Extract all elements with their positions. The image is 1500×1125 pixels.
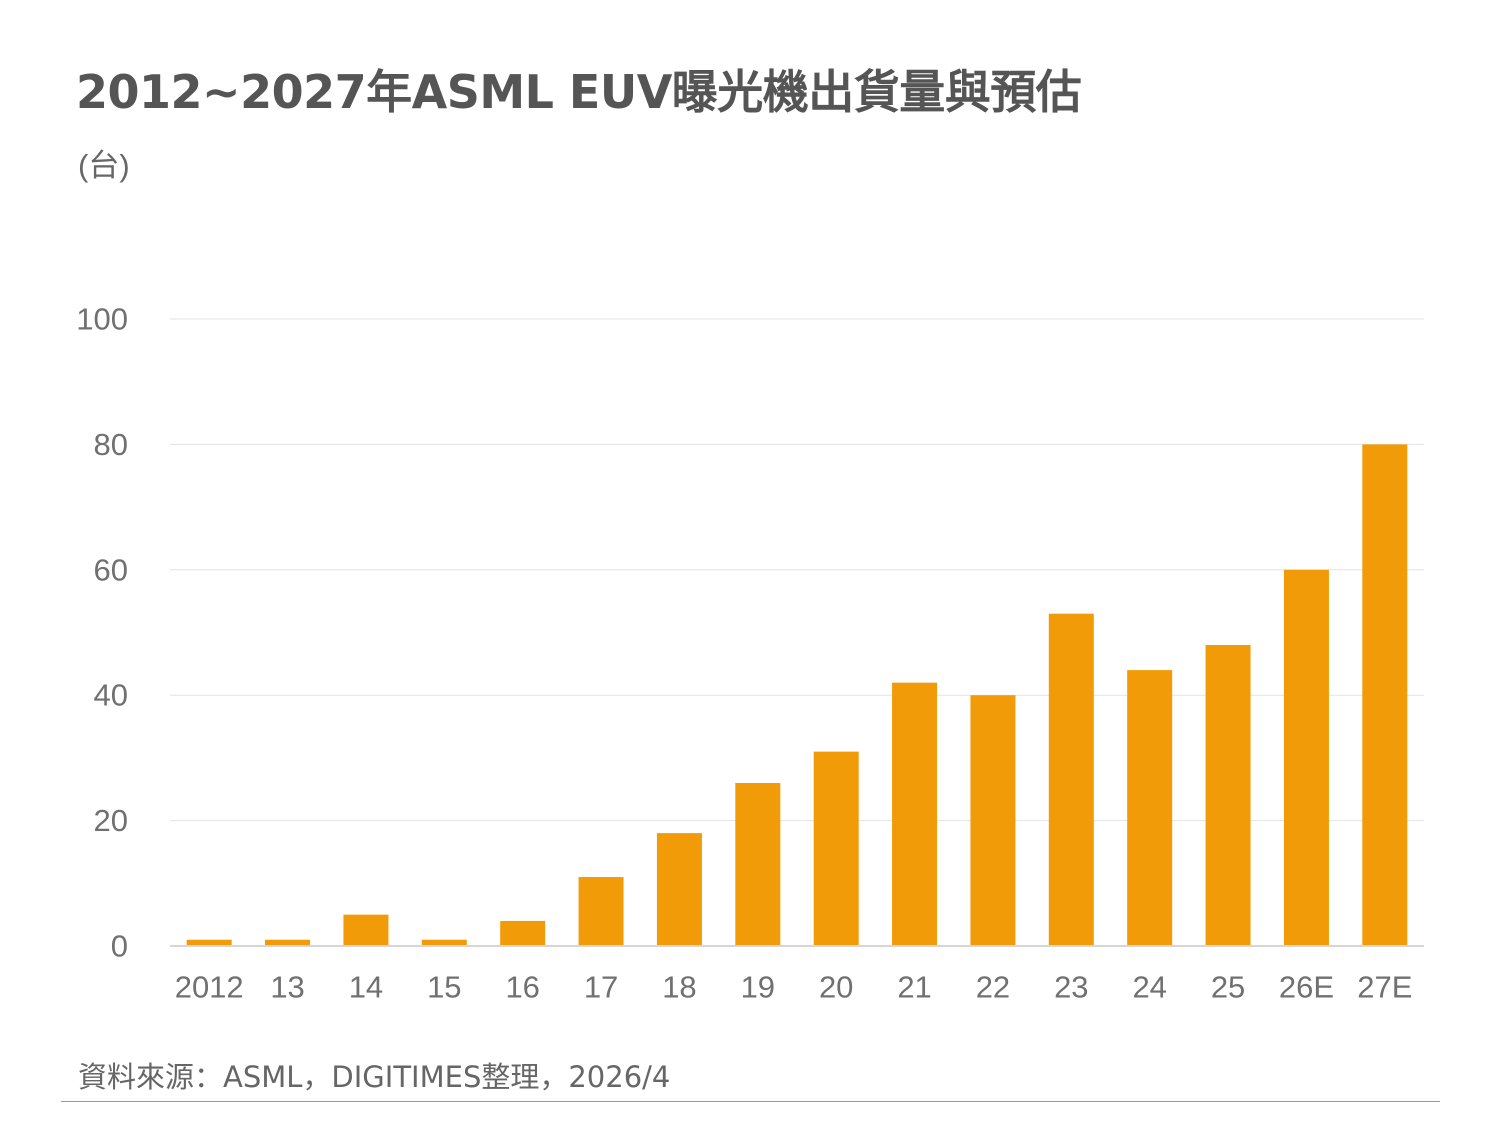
x-tick-label: 24 [1132, 970, 1166, 1005]
x-tick-label: 16 [505, 970, 539, 1005]
y-tick-label: 80 [94, 427, 128, 462]
bar-22 [970, 695, 1016, 946]
bar-17 [578, 877, 624, 946]
bar-2012 [186, 939, 232, 946]
x-tick-label: 15 [427, 970, 461, 1005]
bar-18 [656, 833, 702, 946]
y-tick-label: 20 [94, 803, 128, 838]
bar-25 [1205, 645, 1251, 946]
x-tick-label: 17 [584, 970, 618, 1005]
x-tick-label: 20 [819, 970, 853, 1005]
y-tick-label: 100 [76, 302, 128, 337]
bar-27E [1362, 444, 1408, 946]
bar-26E [1283, 569, 1329, 946]
x-tick-label: 14 [349, 970, 383, 1005]
x-tick-label: 22 [976, 970, 1010, 1005]
bar-16 [500, 920, 546, 946]
bar-15 [421, 939, 467, 946]
bar-20 [813, 751, 859, 946]
y-axis-unit-label: (台) [78, 148, 130, 183]
x-tick-label: 26E [1279, 970, 1334, 1005]
source-note: 資料來源：ASML，DIGITIMES整理，2026/4 [78, 1060, 671, 1094]
y-tick-label: 60 [94, 552, 128, 587]
x-tick-label: 2012 [175, 970, 244, 1005]
bar-13 [265, 939, 311, 946]
y-tick-label: 40 [94, 678, 128, 713]
bar-14 [343, 914, 389, 946]
chart-title: 2012~2027年ASML EUV曝光機出貨量與預估 [76, 65, 1082, 119]
x-tick-label: 18 [662, 970, 696, 1005]
bar-23 [1048, 613, 1094, 946]
bottom-divider [61, 1101, 1440, 1102]
x-tick-label: 25 [1211, 970, 1245, 1005]
x-tick-label: 21 [897, 970, 931, 1005]
x-tick-label: 23 [1054, 970, 1088, 1005]
bar-21 [892, 682, 938, 946]
x-tick-label: 13 [270, 970, 304, 1005]
bar-19 [735, 782, 781, 946]
y-tick-label: 0 [111, 929, 128, 964]
bar-24 [1127, 670, 1173, 946]
x-tick-label: 27E [1357, 970, 1412, 1005]
x-tick-label: 19 [741, 970, 775, 1005]
